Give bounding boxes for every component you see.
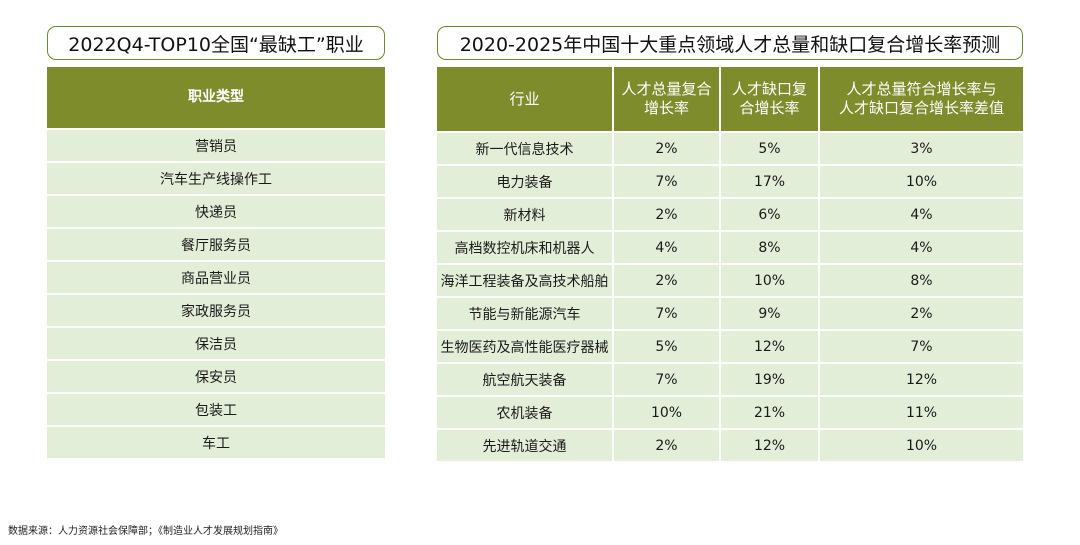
table-row: 先进轨道交通 2% 12% 10%	[437, 428, 1023, 461]
column-header-total-growth: 人才总量复合 增长率	[613, 67, 721, 132]
table-row: 商品营业员	[47, 260, 385, 294]
gap-growth-cell: 8%	[720, 230, 820, 264]
gap-growth-cell: 17%	[720, 164, 820, 198]
total-growth-cell: 7%	[613, 362, 721, 396]
difference-cell: 4%	[819, 230, 1023, 264]
occupation-cell: 汽车生产线操作工	[47, 161, 385, 195]
header-line: 增长率	[643, 99, 689, 117]
header-line: 人才缺口复合增长率差值	[838, 99, 1004, 117]
industry-cell: 海洋工程装备及高技术船舶	[437, 263, 614, 297]
industry-cell: 高档数控机床和机器人	[437, 230, 614, 264]
data-source-note: 数据来源：人力资源社会保障部；《制造业人才发展规划指南》	[8, 526, 283, 537]
gap-growth-cell: 21%	[720, 395, 820, 429]
total-growth-cell: 2%	[613, 428, 721, 461]
difference-cell: 10%	[819, 164, 1023, 198]
industry-cell: 农机装备	[437, 395, 614, 429]
occupation-cell: 包装工	[47, 392, 385, 426]
gap-growth-cell: 5%	[720, 131, 820, 165]
industry-cell: 生物医药及高性能医疗器械	[437, 329, 614, 363]
table-row: 汽车生产线操作工	[47, 161, 385, 195]
table-row: 节能与新能源汽车 7% 9% 2%	[437, 296, 1023, 330]
industry-cell: 电力装备	[437, 164, 614, 198]
table-row: 车工	[47, 425, 385, 458]
industry-cell: 先进轨道交通	[437, 428, 614, 461]
total-growth-cell: 10%	[613, 395, 721, 429]
table-row: 新一代信息技术 2% 5% 3%	[437, 131, 1023, 165]
table-row: 餐厅服务员	[47, 227, 385, 261]
occupation-cell: 保洁员	[47, 326, 385, 360]
table-row: 海洋工程装备及高技术船舶 2% 10% 8%	[437, 263, 1023, 297]
header-line: 人才缺口复	[731, 80, 807, 98]
left-table-title: 2022Q4-TOP10全国“最缺工”职业	[47, 26, 385, 60]
total-growth-cell: 2%	[613, 131, 721, 165]
industry-cell: 新材料	[437, 197, 614, 231]
difference-cell: 8%	[819, 263, 1023, 297]
table-row: 保洁员	[47, 326, 385, 360]
table-row: 包装工	[47, 392, 385, 426]
total-growth-cell: 2%	[613, 197, 721, 231]
occupation-cell: 餐厅服务员	[47, 227, 385, 261]
total-growth-cell: 2%	[613, 263, 721, 297]
gap-growth-cell: 12%	[720, 428, 820, 461]
occupation-cell: 保安员	[47, 359, 385, 393]
total-growth-cell: 7%	[613, 164, 721, 198]
difference-cell: 10%	[819, 428, 1023, 461]
table-header-row: 行业 人才总量复合 增长率 人才缺口复 合增长率 人才总量符合增长率与 人才缺口复合增…	[437, 67, 1023, 132]
difference-cell: 2%	[819, 296, 1023, 330]
gap-growth-cell: 10%	[720, 263, 820, 297]
table-row: 家政服务员	[47, 293, 385, 327]
table-row: 保安员	[47, 359, 385, 393]
industry-cell: 节能与新能源汽车	[437, 296, 614, 330]
occupation-cell: 商品营业员	[47, 260, 385, 294]
gap-growth-cell: 9%	[720, 296, 820, 330]
occupation-cell: 车工	[47, 425, 385, 458]
gap-growth-cell: 19%	[720, 362, 820, 396]
talent-growth-table: 行业 人才总量复合 增长率 人才缺口复 合增长率 人才总量符合增长率与 人才缺口复合增…	[437, 67, 1023, 461]
gap-growth-cell: 6%	[720, 197, 820, 231]
total-growth-cell: 5%	[613, 329, 721, 363]
table-row: 营销员	[47, 128, 385, 162]
occupation-cell: 营销员	[47, 128, 385, 162]
total-growth-cell: 7%	[613, 296, 721, 330]
shortage-occupations-table: 职业类型 营销员 汽车生产线操作工 快递员 餐厅服务员 商品营业员 家政服务员 …	[47, 67, 385, 458]
column-header-gap-growth: 人才缺口复 合增长率	[720, 67, 820, 132]
column-header-industry: 行业	[437, 67, 614, 132]
table-row: 新材料 2% 6% 4%	[437, 197, 1023, 231]
table-row: 电力装备 7% 17% 10%	[437, 164, 1023, 198]
difference-cell: 12%	[819, 362, 1023, 396]
table-row: 高档数控机床和机器人 4% 8% 4%	[437, 230, 1023, 264]
column-header-occupation: 职业类型	[47, 67, 385, 129]
difference-cell: 7%	[819, 329, 1023, 363]
column-header-difference: 人才总量符合增长率与 人才缺口复合增长率差值	[819, 67, 1023, 132]
industry-cell: 新一代信息技术	[437, 131, 614, 165]
table-header-row: 职业类型	[47, 67, 385, 129]
table-row: 生物医药及高性能医疗器械 5% 12% 7%	[437, 329, 1023, 363]
difference-cell: 4%	[819, 197, 1023, 231]
gap-growth-cell: 12%	[720, 329, 820, 363]
header-line: 人才总量符合增长率与	[846, 80, 997, 98]
difference-cell: 11%	[819, 395, 1023, 429]
industry-cell: 航空航天装备	[437, 362, 614, 396]
total-growth-cell: 4%	[613, 230, 721, 264]
header-line: 合增长率	[739, 99, 800, 117]
right-table-title: 2020-2025年中国十大重点领域人才总量和缺口复合增长率预测	[437, 26, 1023, 60]
table-row: 农机装备 10% 21% 11%	[437, 395, 1023, 429]
table-row: 快递员	[47, 194, 385, 228]
occupation-cell: 快递员	[47, 194, 385, 228]
difference-cell: 3%	[819, 131, 1023, 165]
occupation-cell: 家政服务员	[47, 293, 385, 327]
table-row: 航空航天装备 7% 19% 12%	[437, 362, 1023, 396]
header-line: 人才总量复合	[621, 80, 712, 98]
